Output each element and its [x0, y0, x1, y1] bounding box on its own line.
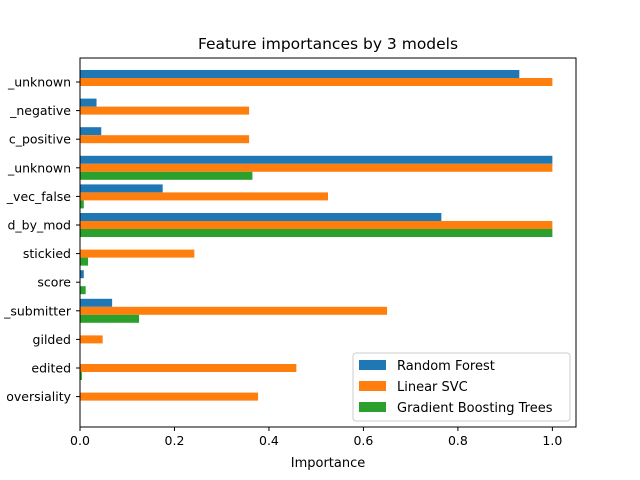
- bar-linear-svc-8: [80, 306, 388, 315]
- y-tick-label: stickied: [23, 246, 71, 261]
- bar-linear-svc-4: [80, 192, 328, 201]
- bar-linear-svc-0: [80, 78, 553, 86]
- bar-linear-svc-1: [80, 106, 250, 115]
- y-tick-label: c_positive: [9, 132, 71, 147]
- bar-gradient-boosting-trees-4: [80, 200, 84, 209]
- bar-linear-svc-3: [80, 163, 553, 172]
- bar-linear-svc-9: [80, 335, 103, 344]
- x-tick-label: 0.6: [353, 433, 373, 448]
- bar-gradient-boosting-trees-10: [80, 372, 82, 380]
- y-tick-label: _submitter: [3, 303, 72, 318]
- legend-swatch-linear-svc: [359, 381, 386, 391]
- legend: Random Forest Linear SVC Gradient Boosting…: [352, 352, 571, 422]
- legend-box: [352, 352, 571, 422]
- x-tick-label: 1.0: [542, 433, 562, 448]
- bar-random-forest-3: [80, 155, 553, 164]
- bar-gradient-boosting-trees-5: [80, 229, 553, 237]
- legend-swatch-gradient-boosting-trees: [359, 402, 386, 412]
- legend-label: Gradient Boosting Trees: [397, 401, 553, 416]
- plot-frame: [79, 57, 577, 428]
- y-tick-label: _unknown: [7, 75, 71, 90]
- y-tick-label: edited: [31, 361, 71, 376]
- bar-gradient-boosting-trees-6: [80, 257, 89, 266]
- y-tick-label: oversiality: [6, 389, 71, 404]
- x-tick-label: 0.0: [70, 433, 90, 448]
- bar-linear-svc-10: [80, 364, 297, 372]
- bar-gradient-boosting-trees-7: [80, 286, 86, 295]
- bar-random-forest-0: [80, 70, 520, 78]
- legend-swatch-random-forest: [359, 360, 386, 370]
- bar-random-forest-5: [80, 213, 442, 221]
- bar-random-forest-1: [80, 98, 97, 107]
- legend-label: Linear SVC: [397, 380, 468, 395]
- bar-linear-svc-11: [80, 392, 259, 401]
- y-tick-label: _negative: [9, 103, 71, 118]
- y-tick-label: _vec_false: [6, 189, 72, 204]
- x-tick-label: 0.8: [448, 433, 468, 448]
- bar-linear-svc-5: [80, 221, 553, 229]
- y-tick-label: _unknown: [7, 160, 71, 175]
- bars-layer: [80, 70, 553, 401]
- bar-gradient-boosting-trees-3: [80, 171, 253, 180]
- legend-label: Random Forest: [397, 359, 495, 374]
- bar-random-forest-7: [80, 270, 84, 279]
- bar-random-forest-2: [80, 127, 102, 136]
- chart-title: Feature importances by 3 models: [198, 35, 458, 53]
- x-tick-label: 0.2: [165, 433, 185, 448]
- bar-gradient-boosting-trees-8: [80, 314, 140, 323]
- bar-linear-svc-2: [80, 135, 250, 144]
- y-tick-label: gilded: [33, 332, 71, 347]
- bar-linear-svc-6: [80, 249, 195, 258]
- y-tick-label: d_by_mod: [7, 218, 71, 233]
- y-tick-label: score: [37, 275, 71, 290]
- y-axis: _unknown _negative c_positive _unknown _vec_…: [3, 75, 80, 404]
- x-tick-label: 0.4: [259, 433, 279, 448]
- x-axis: 0.0 0.2 0.4 0.6 0.8 1.0: [70, 427, 562, 448]
- bar-random-forest-8: [80, 298, 113, 307]
- bar-random-forest-4: [80, 184, 163, 193]
- x-axis-label: Importance: [291, 456, 366, 471]
